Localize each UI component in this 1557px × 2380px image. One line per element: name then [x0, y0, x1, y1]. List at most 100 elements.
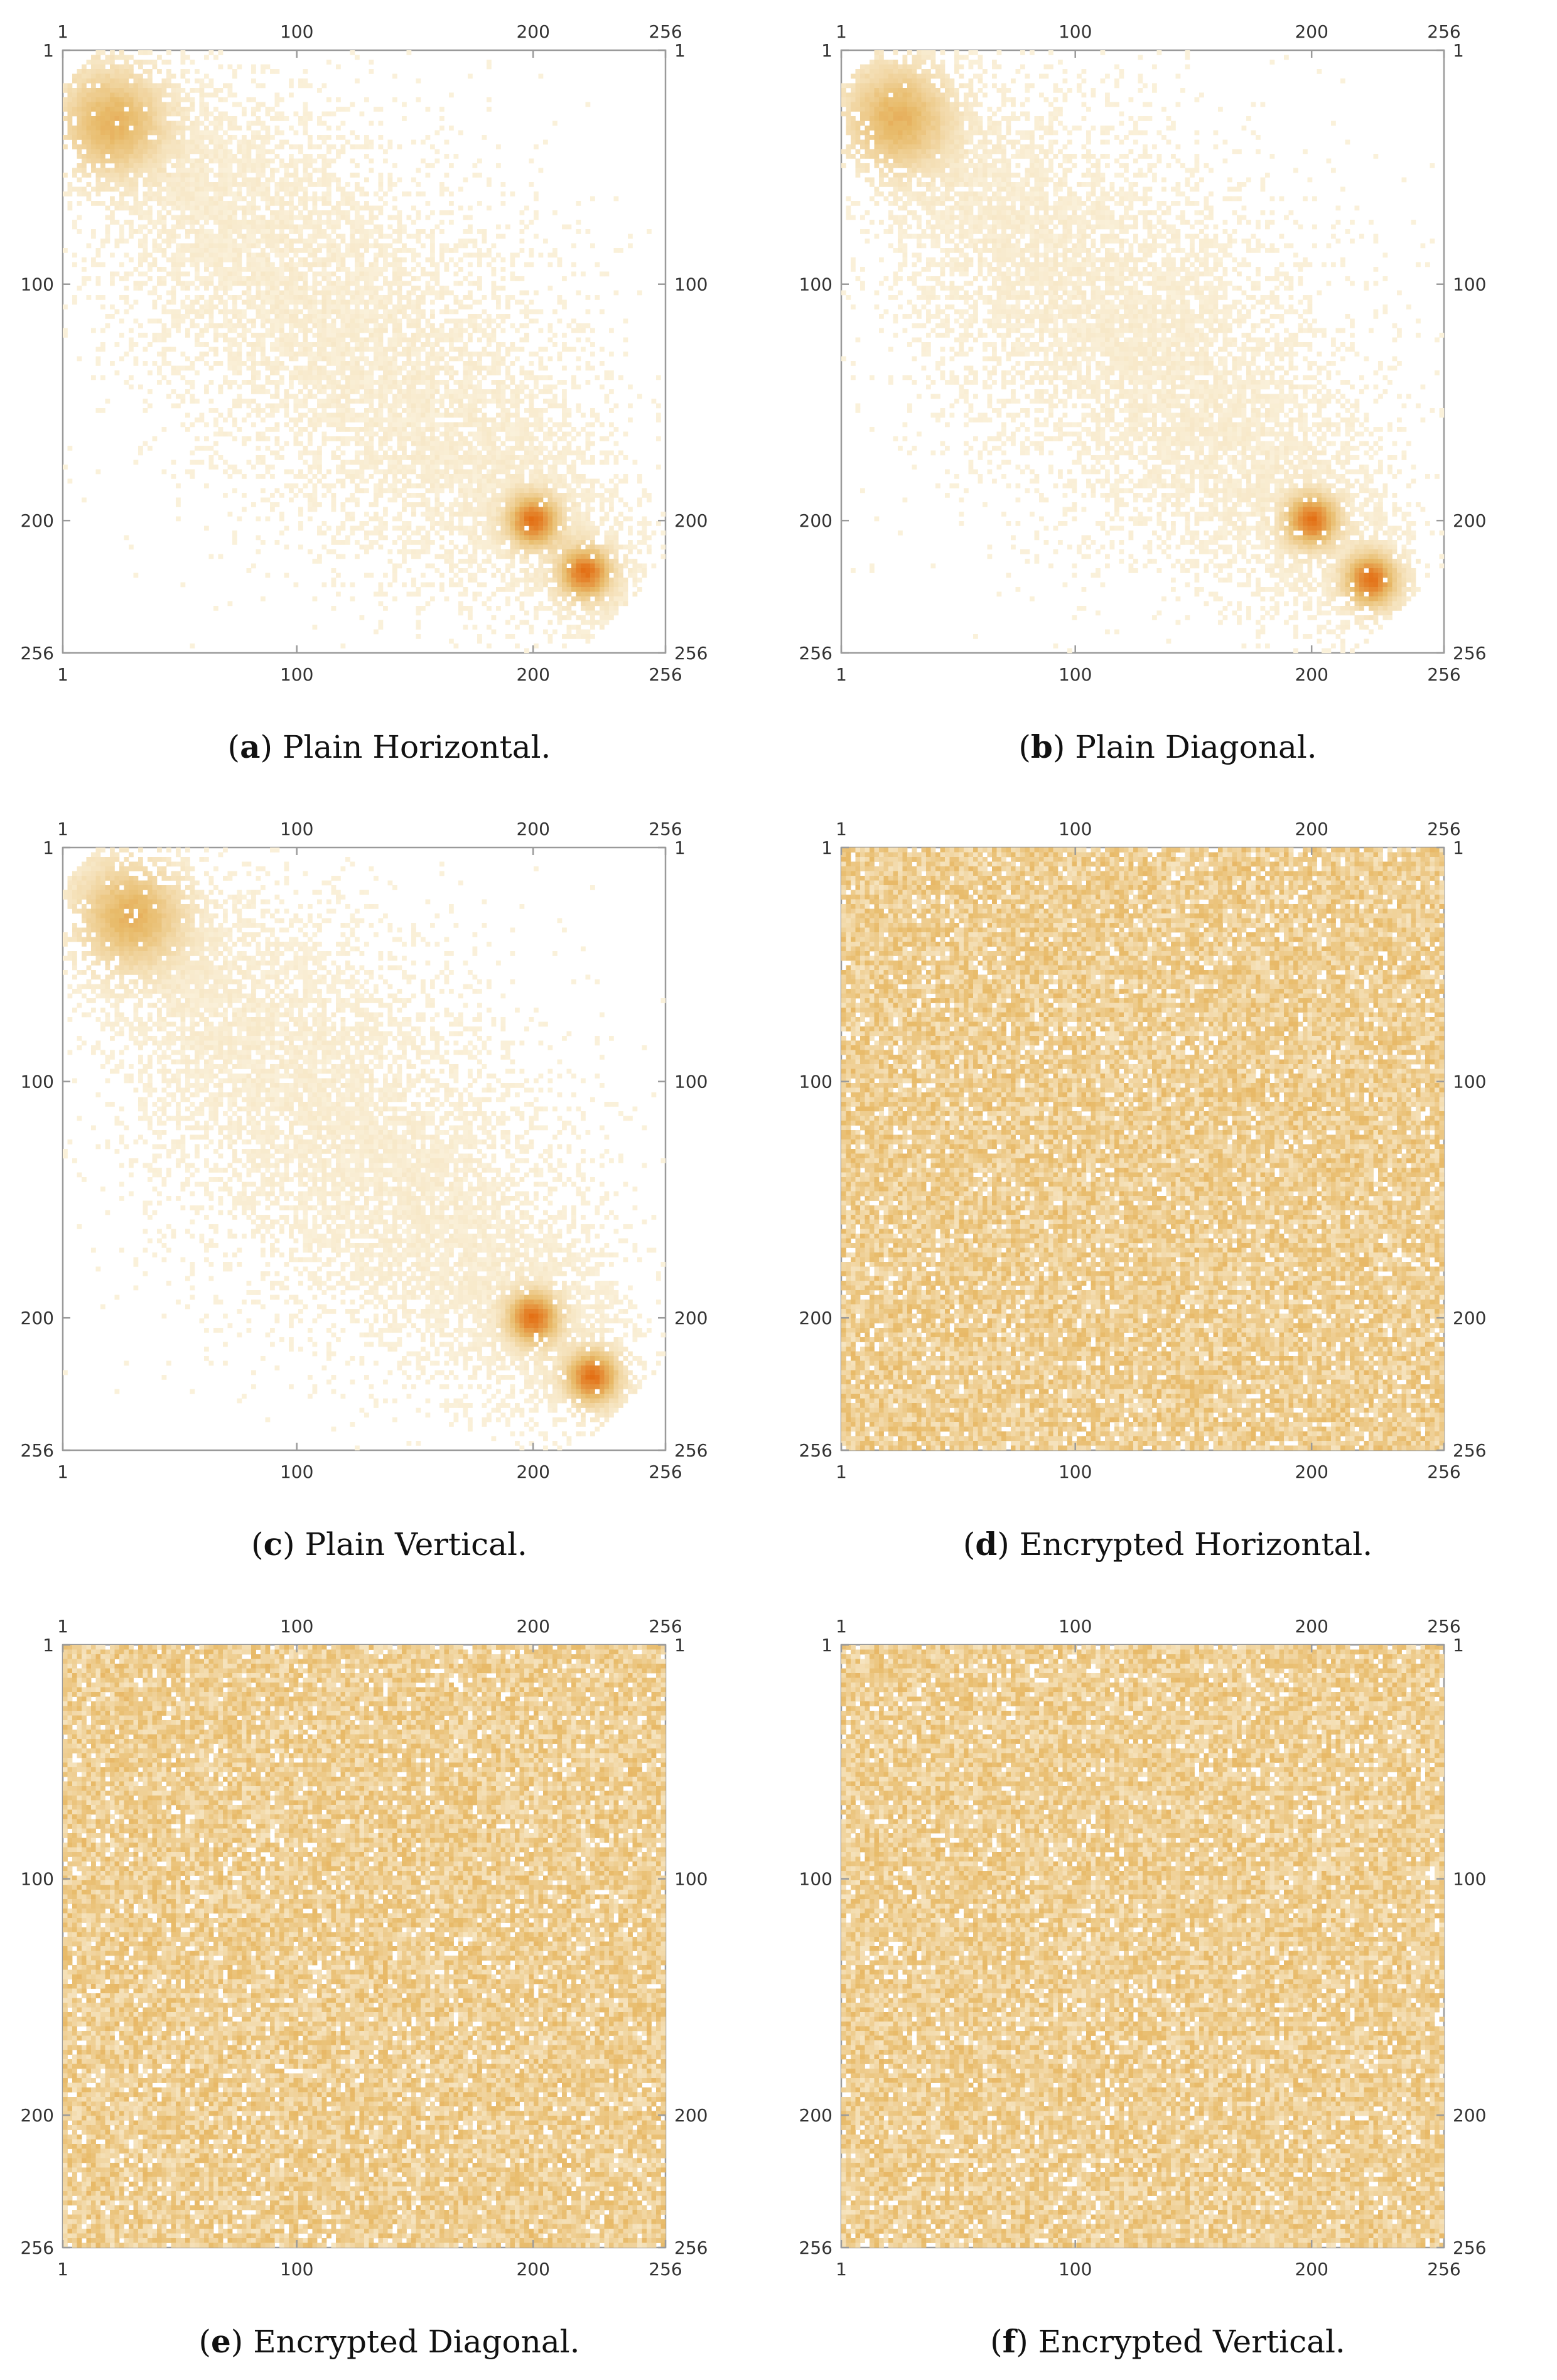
- heatmap-cell: [392, 291, 397, 296]
- heatmap-cell: [204, 83, 209, 89]
- heatmap-cell: [477, 361, 482, 366]
- heatmap-cell: [454, 389, 459, 394]
- heatmap-cell: [407, 389, 412, 394]
- heatmap-cell: [223, 276, 228, 281]
- heatmap-cell: [228, 220, 233, 225]
- heatmap-cell: [322, 583, 327, 588]
- heatmap-cell: [510, 479, 515, 484]
- heatmap-cell: [355, 385, 360, 390]
- heatmap-cell: [204, 276, 209, 281]
- heatmap-cell: [308, 502, 313, 507]
- heatmap-cell: [96, 347, 101, 352]
- heatmap-cell: [218, 159, 224, 164]
- heatmap-cell: [96, 248, 101, 253]
- heatmap-cell: [105, 182, 110, 187]
- heatmap-cell: [383, 352, 388, 357]
- heatmap-cell: [157, 163, 162, 168]
- heatmap-cell: [242, 135, 247, 140]
- heatmap-cell: [416, 328, 421, 333]
- heatmap-cell: [110, 173, 115, 178]
- heatmap-cell: [383, 399, 388, 404]
- heatmap-cell: [515, 427, 520, 432]
- heatmap-cell: [303, 451, 308, 456]
- heatmap-cell: [176, 517, 181, 522]
- heatmap-cell: [411, 361, 416, 366]
- heatmap-cell: [350, 131, 355, 136]
- heatmap-cell: [468, 526, 473, 531]
- heatmap-cell: [200, 83, 205, 89]
- heatmap-cell: [129, 135, 134, 140]
- heatmap-cell: [237, 65, 242, 70]
- heatmap-cell: [369, 446, 374, 451]
- heatmap-cell: [218, 244, 224, 249]
- heatmap-cell: [407, 408, 412, 413]
- heatmap-cell: [341, 423, 346, 428]
- heatmap-cell: [317, 215, 322, 220]
- heatmap-cell: [110, 253, 115, 258]
- heatmap-cell: [303, 493, 308, 498]
- heatmap-cell: [91, 131, 96, 136]
- heatmap-cell: [350, 272, 355, 277]
- heatmap-cell: [270, 333, 275, 338]
- heatmap-cell: [91, 262, 96, 267]
- heatmap-cell: [119, 144, 124, 149]
- heatmap-cell: [336, 380, 341, 385]
- heatmap-cell: [454, 474, 459, 479]
- heatmap-cell: [430, 465, 435, 470]
- heatmap-cell: [303, 370, 308, 375]
- heatmap-cell: [218, 144, 224, 149]
- heatmap-cell: [72, 93, 77, 98]
- heatmap-cell: [129, 97, 134, 102]
- heatmap-cell: [96, 361, 101, 366]
- heatmap-cell: [213, 88, 218, 93]
- heatmap-cell: [105, 107, 110, 112]
- heatmap-cell: [185, 93, 190, 98]
- heatmap-cell: [289, 197, 294, 202]
- heatmap-cell: [468, 380, 473, 385]
- heatmap-cell: [284, 173, 289, 178]
- heatmap-cell: [143, 78, 148, 83]
- heatmap-cell: [266, 276, 271, 281]
- heatmap-cell: [336, 342, 341, 347]
- heatmap-cell: [303, 206, 308, 211]
- heatmap-cell: [322, 210, 327, 215]
- heatmap-cell: [284, 394, 289, 399]
- heatmap-cell: [195, 210, 200, 215]
- heatmap-cell: [279, 253, 284, 258]
- heatmap-cell: [430, 479, 435, 484]
- heatmap-cell: [402, 498, 407, 503]
- heatmap-cell: [360, 385, 365, 390]
- heatmap-cell: [397, 272, 402, 277]
- heatmap-cell: [430, 333, 435, 338]
- heatmap-cell: [157, 333, 162, 338]
- heatmap-cell: [289, 78, 294, 83]
- heatmap-cell: [477, 536, 482, 541]
- heatmap-cell: [482, 239, 487, 244]
- heatmap-cell: [228, 310, 233, 315]
- heatmap-cell: [322, 163, 327, 168]
- heatmap-cell: [200, 178, 205, 183]
- heatmap-cell: [275, 197, 280, 202]
- heatmap-cell: [303, 300, 308, 305]
- heatmap-cell: [341, 502, 346, 507]
- heatmap-cell: [162, 173, 167, 178]
- heatmap-cell: [115, 187, 120, 192]
- heatmap-cell: [496, 394, 501, 399]
- heatmap-cell: [228, 257, 233, 262]
- heatmap-cell: [492, 333, 497, 338]
- heatmap-cell: [435, 370, 440, 375]
- heatmap-cell: [473, 625, 478, 630]
- heatmap-cell: [383, 432, 388, 437]
- heatmap-cell: [439, 310, 444, 315]
- heatmap-cell: [100, 168, 105, 173]
- heatmap-cell: [524, 521, 529, 526]
- heatmap-cell: [256, 432, 261, 437]
- heatmap-cell: [477, 248, 482, 253]
- heatmap-cell: [501, 342, 506, 347]
- heatmap-cell: [218, 432, 224, 437]
- heatmap-cell: [275, 112, 280, 117]
- heatmap-cell: [322, 201, 327, 206]
- heatmap-cell: [477, 639, 482, 644]
- heatmap-cell: [392, 488, 397, 493]
- heatmap-cell: [162, 328, 167, 333]
